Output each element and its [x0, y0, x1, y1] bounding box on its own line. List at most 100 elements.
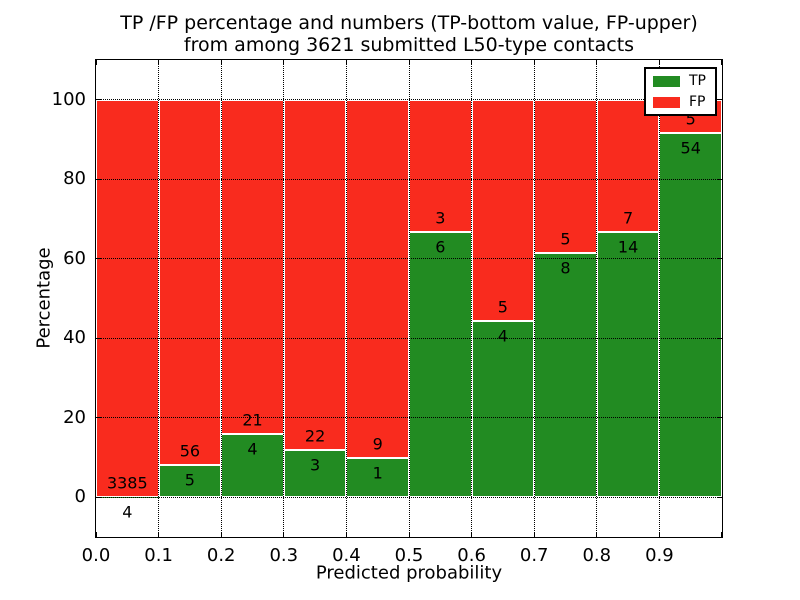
bar-fp-count-label: 5 [497, 297, 508, 317]
x-tick-label: 0.3 [269, 545, 299, 566]
x-tick-label: 0.2 [206, 545, 236, 566]
bar-tp-count-label: 54 [680, 138, 701, 158]
bar-fp-count-label: 3385 [106, 473, 148, 493]
legend-swatch [653, 96, 680, 108]
bar-tp-segment [596, 232, 660, 498]
h-gridline [96, 337, 722, 339]
x-tick-mark [721, 532, 722, 537]
y-tick-label: 80 [63, 168, 86, 190]
plot-area: 3385 4 56 5 21 4 22 3 9 1 3 6 5 4 5 8 7 14 5 54 TP FP [95, 59, 723, 538]
legend-label: TP [689, 73, 706, 89]
bar-fp-count-label: 56 [179, 441, 201, 461]
v-gridline [533, 60, 535, 537]
v-gridline [220, 60, 222, 537]
bar-tp-count-label: 14 [617, 237, 639, 257]
bar-fp-count-label: 22 [304, 426, 326, 446]
y-tick-mark [96, 496, 101, 498]
bar-fp-segment [471, 99, 535, 321]
bar-fp-count-label: 5 [685, 109, 696, 129]
x-tick-mark [658, 60, 660, 65]
h-gridline [96, 496, 722, 498]
y-tick-mark [717, 258, 722, 260]
x-tick-label: 0.4 [332, 545, 361, 566]
y-tick-mark [717, 496, 722, 498]
bar-fp-count-label: 7 [623, 208, 634, 228]
chart-title-line1: TP /FP percentage and numbers (TP-bottom… [120, 12, 698, 34]
y-tick-mark [717, 417, 722, 419]
x-tick-label: 0.0 [81, 545, 111, 566]
bar-tp-count-label: 4 [122, 502, 133, 522]
x-tick-mark [96, 532, 97, 537]
bar-tp-segment [409, 232, 472, 498]
x-tick-label: 0.8 [582, 545, 612, 566]
x-tick-mark [596, 532, 598, 537]
h-gridline [96, 417, 722, 419]
bar-fp-count-label: 21 [242, 410, 263, 430]
bar-tp-segment [471, 320, 535, 498]
y-tick-label: 100 [51, 88, 86, 110]
legend-item: FP [653, 95, 706, 109]
x-tick-mark [471, 60, 473, 65]
legend-label: FP [689, 94, 706, 110]
bar-fp-count-label: 3 [435, 208, 446, 228]
x-tick-label: 0.7 [519, 545, 549, 566]
x-tick-mark [533, 532, 535, 537]
y-tick-label: 40 [63, 327, 86, 349]
h-gridline [96, 178, 722, 180]
x-tick-mark [596, 60, 598, 65]
x-tick-mark [345, 532, 347, 537]
bar-tp-segment [534, 252, 597, 498]
h-gridline [96, 99, 722, 101]
bar-fp-segment [96, 99, 159, 497]
x-tick-label: 0.1 [144, 545, 173, 566]
y-tick-label: 20 [63, 406, 86, 428]
v-gridline [345, 60, 347, 537]
legend-swatch [653, 75, 680, 87]
x-tick-mark [721, 60, 722, 65]
y-tick-label: 0 [74, 486, 86, 508]
bar-fp-count-label: 9 [372, 434, 383, 453]
y-tick-mark [96, 258, 101, 260]
x-tick-mark [471, 532, 473, 537]
chart-title: TP /FP percentage and numbers (TP-bottom… [96, 12, 722, 56]
h-gridline [96, 258, 722, 260]
v-gridline [283, 60, 285, 537]
y-tick-mark [717, 99, 722, 101]
x-tick-mark [158, 60, 160, 65]
bar-tp-count-label: 5 [184, 470, 195, 490]
bar-fp-segment [158, 99, 222, 465]
x-tick-mark [283, 532, 285, 537]
bar-tp-segment [659, 133, 722, 498]
x-tick-mark [220, 60, 222, 65]
x-tick-mark [345, 60, 347, 65]
bar-fp-segment [283, 99, 347, 450]
bar-fp-count-label: 5 [560, 229, 571, 249]
x-tick-label: 0.5 [394, 545, 424, 566]
bar-tp-count-label: 1 [372, 463, 383, 482]
y-tick-mark [96, 178, 101, 180]
bar-tp-count-label: 4 [497, 326, 508, 346]
y-tick-mark [96, 99, 101, 101]
x-tick-mark [408, 532, 410, 537]
x-tick-mark [408, 60, 410, 65]
legend: TP FP [644, 67, 717, 116]
x-tick-mark [96, 60, 97, 65]
legend-item: TP [653, 74, 706, 88]
x-tick-label: 0.6 [457, 545, 486, 566]
v-gridline [158, 60, 160, 537]
bar-fp-segment [346, 99, 409, 458]
v-gridline [596, 60, 598, 537]
bar-tp-count-label: 6 [435, 237, 446, 257]
bar-tp-count-label: 4 [247, 439, 258, 459]
bar-fp-segment [221, 99, 284, 434]
v-gridline [658, 60, 660, 537]
y-tick-label: 60 [63, 247, 86, 269]
bar-tp-segment [221, 433, 284, 498]
x-tick-mark [220, 532, 222, 537]
chart-title-line2: from among 3621 submitted L50-type conta… [183, 34, 635, 56]
x-tick-mark [533, 60, 535, 65]
bar-tp-count-label: 3 [310, 455, 321, 475]
y-tick-mark [717, 178, 722, 180]
x-tick-mark [158, 532, 160, 537]
